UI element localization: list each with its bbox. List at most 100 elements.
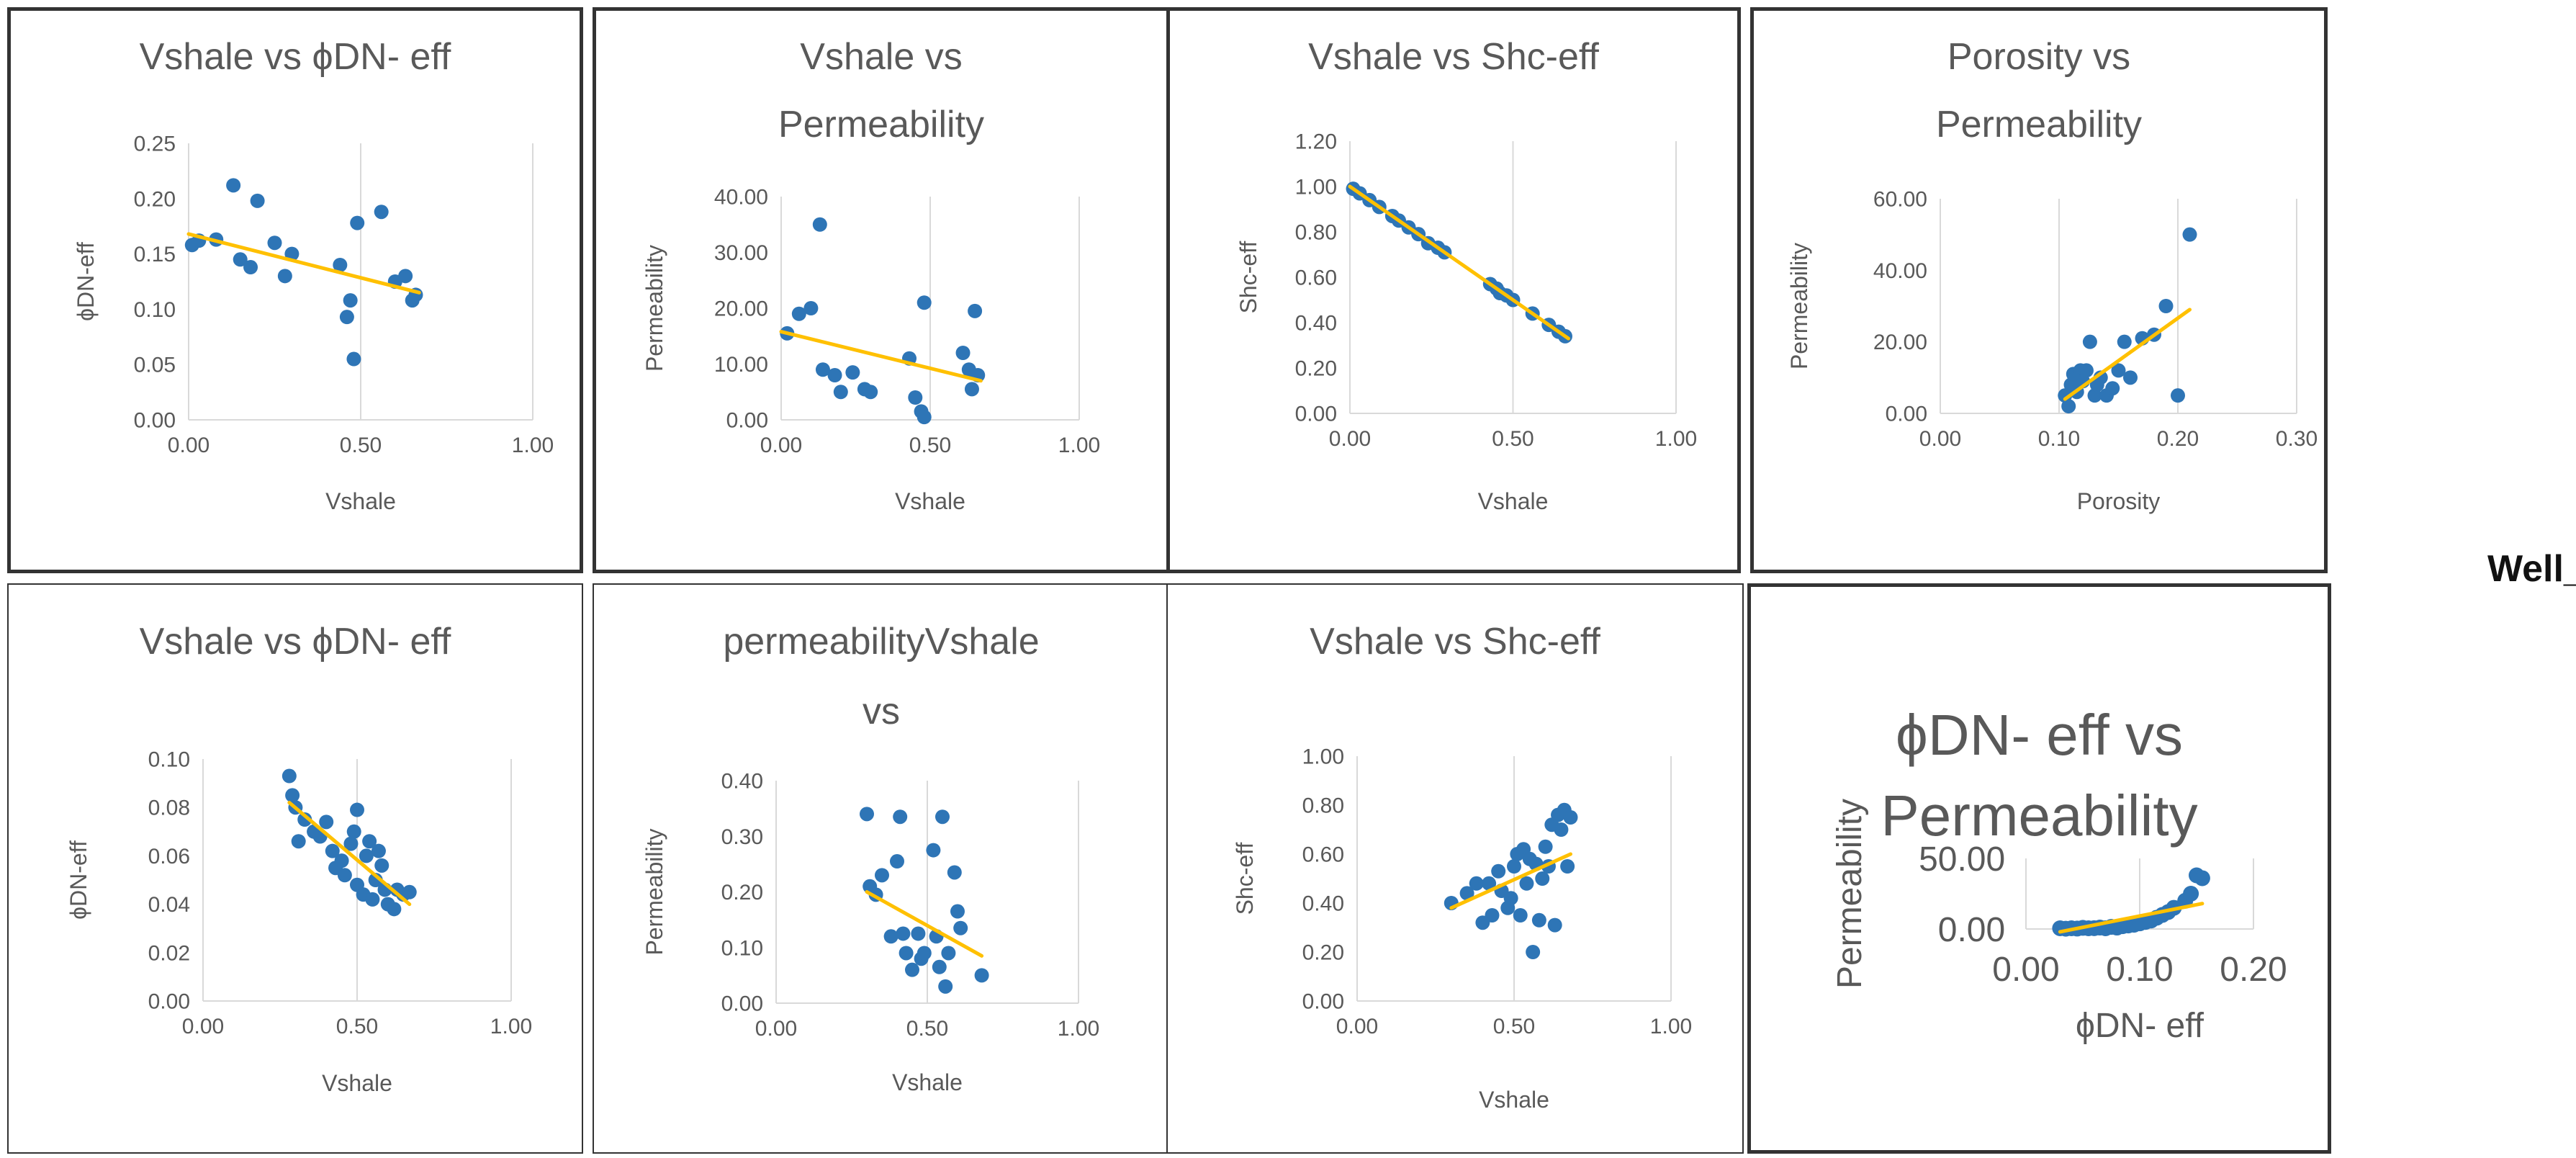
y-tick-label: 0.00 <box>134 409 176 433</box>
data-point <box>1469 876 1484 891</box>
data-point <box>334 853 349 868</box>
y-tick-label: 0.04 <box>148 893 190 917</box>
data-point <box>1547 917 1562 933</box>
scatter-chart-permeability-vshale: permeabilityVshale vs 0.00 0.50 1.00 0.00 0.10… <box>641 621 1099 1095</box>
x-axis-label: Vshale <box>325 488 396 514</box>
trendline <box>2063 308 2192 401</box>
data-point <box>890 854 904 869</box>
data-point <box>1531 912 1546 928</box>
trendline <box>2058 902 2205 934</box>
data-point <box>267 235 282 251</box>
chart-title-line: Vshale vs ϕDN- eff <box>140 36 451 78</box>
y-tick-label: 20.00 <box>714 297 768 321</box>
y-tick-label: 0.00 <box>726 409 768 433</box>
chart-title-line: Permeability <box>778 104 984 145</box>
chart-panel-phidn-eff-vs-permeability: ϕDN- eff vs Permeability 0.00 0.10 0.20 0.00 5… <box>1747 583 2331 1154</box>
chart-title-line: Permeability <box>1881 784 2197 848</box>
y-tick-label: 0.00 <box>721 992 763 1016</box>
data-point <box>917 295 932 310</box>
y-tick-label: 0.02 <box>148 941 190 965</box>
data-point <box>968 303 983 318</box>
trendline <box>287 800 412 907</box>
data-point <box>1563 810 1578 825</box>
data-point <box>1485 908 1500 923</box>
data-point <box>812 217 827 232</box>
data-point <box>402 884 417 899</box>
data-point <box>863 385 878 400</box>
y-tick-label: 0.05 <box>134 354 176 377</box>
scatter-chart-porosity-vs-permeability: Porosity vs Permeability 0.00 0.10 0.20 0.30 0… <box>1786 36 2318 514</box>
data-point <box>325 843 340 858</box>
data-point <box>941 946 956 961</box>
chart-panel-vshale-vs-shc-eff: Vshale vs Shc-eff 0.00 0.50 1.00 0.00 0.20 0.4… <box>1166 7 1741 573</box>
x-tick-label: 0.50 <box>906 1017 948 1041</box>
y-tick-label: 50.00 <box>1919 840 2005 879</box>
y-tick-label: 0.00 <box>1302 990 1344 1014</box>
data-point <box>947 865 962 880</box>
y-tick-label: 30.00 <box>714 241 768 265</box>
y-axis-label: ϕDN-eff <box>73 242 99 321</box>
data-point <box>908 390 923 405</box>
chart-panel-porosity-vs-permeability: Porosity vs Permeability 0.00 0.10 0.20 0.30 0… <box>1750 7 2328 573</box>
x-tick-label: 1.00 <box>1650 1015 1692 1038</box>
data-point <box>1459 886 1474 901</box>
scatter-chart-vshale-vs-phidn-eff: Vshale vs ϕDN- eff 0.00 0.50 1.00 0.00 0.05 0.… <box>73 36 554 514</box>
y-axis-label: Shc-eff <box>1232 842 1258 915</box>
data-point <box>371 843 386 858</box>
trendline <box>779 330 983 383</box>
data-point <box>926 843 941 858</box>
data-point <box>350 215 365 230</box>
data-point <box>333 257 348 272</box>
x-axis-label: Vshale <box>892 1069 963 1095</box>
data-point <box>250 193 265 208</box>
data-point <box>2171 388 2185 403</box>
x-tick-label: 0.50 <box>909 434 951 457</box>
data-point <box>2158 299 2174 313</box>
chart-layer: Vshale vs Shc-eff 0.00 0.50 1.00 0.00 0.20 0.4… <box>1232 621 1692 1113</box>
x-tick-label: 0.10 <box>2106 951 2173 989</box>
y-tick-label: 0.10 <box>148 748 190 772</box>
y-tick-label: 0.60 <box>1302 843 1344 867</box>
data-point <box>2123 370 2138 385</box>
data-point <box>374 205 389 220</box>
x-tick-label: 1.00 <box>1058 1017 1099 1041</box>
data-point <box>815 362 830 377</box>
data-point <box>911 926 926 941</box>
data-point <box>387 902 402 917</box>
data-point <box>791 306 806 321</box>
x-tick-label: 0.00 <box>1992 951 2059 989</box>
chart-layer: Vshale vs Permeability 0.00 0.50 1.00 0.00 10.… <box>641 36 1100 514</box>
y-tick-label: 10.00 <box>714 353 768 377</box>
y-tick-label: 0.20 <box>1302 941 1344 965</box>
data-point <box>935 809 950 825</box>
data-point <box>350 802 364 817</box>
x-tick-label: 0.20 <box>2220 951 2287 989</box>
chart-title-line: permeabilityVshale <box>723 621 1039 663</box>
x-axis-label: Vshale <box>322 1070 392 1096</box>
data-point <box>337 868 352 883</box>
data-point <box>277 269 292 284</box>
data-point <box>2182 227 2197 242</box>
x-tick-label: 1.00 <box>490 1015 532 1038</box>
chart-layer: permeabilityVshale vs 0.00 0.50 1.00 0.00 0.10… <box>641 621 1099 1095</box>
data-point <box>833 385 848 400</box>
data-point <box>1526 945 1541 959</box>
y-tick-label: 0.20 <box>1295 357 1337 381</box>
y-tick-label: 0.10 <box>721 936 763 960</box>
data-point <box>896 926 911 941</box>
data-point <box>845 365 860 380</box>
data-point <box>1491 863 1506 879</box>
data-point <box>899 946 914 961</box>
x-tick-label: 0.00 <box>168 434 210 457</box>
chart-panel-vshale-vs-shc-eff-2: Vshale vs Shc-eff 0.00 0.50 1.00 0.00 0.20 0.4… <box>1166 583 1744 1154</box>
x-tick-label: 0.00 <box>760 434 802 457</box>
data-point <box>932 959 947 974</box>
data-point <box>2117 334 2132 349</box>
y-tick-label: 0.00 <box>1938 911 2005 949</box>
scatter-chart-vshale-vs-shc-eff-2: Vshale vs Shc-eff 0.00 0.50 1.00 0.00 0.20 0.4… <box>1232 621 1692 1113</box>
data-point <box>938 979 953 994</box>
data-point <box>2087 388 2102 403</box>
data-point <box>1554 822 1569 837</box>
data-point <box>346 351 361 367</box>
data-point <box>1507 859 1521 874</box>
